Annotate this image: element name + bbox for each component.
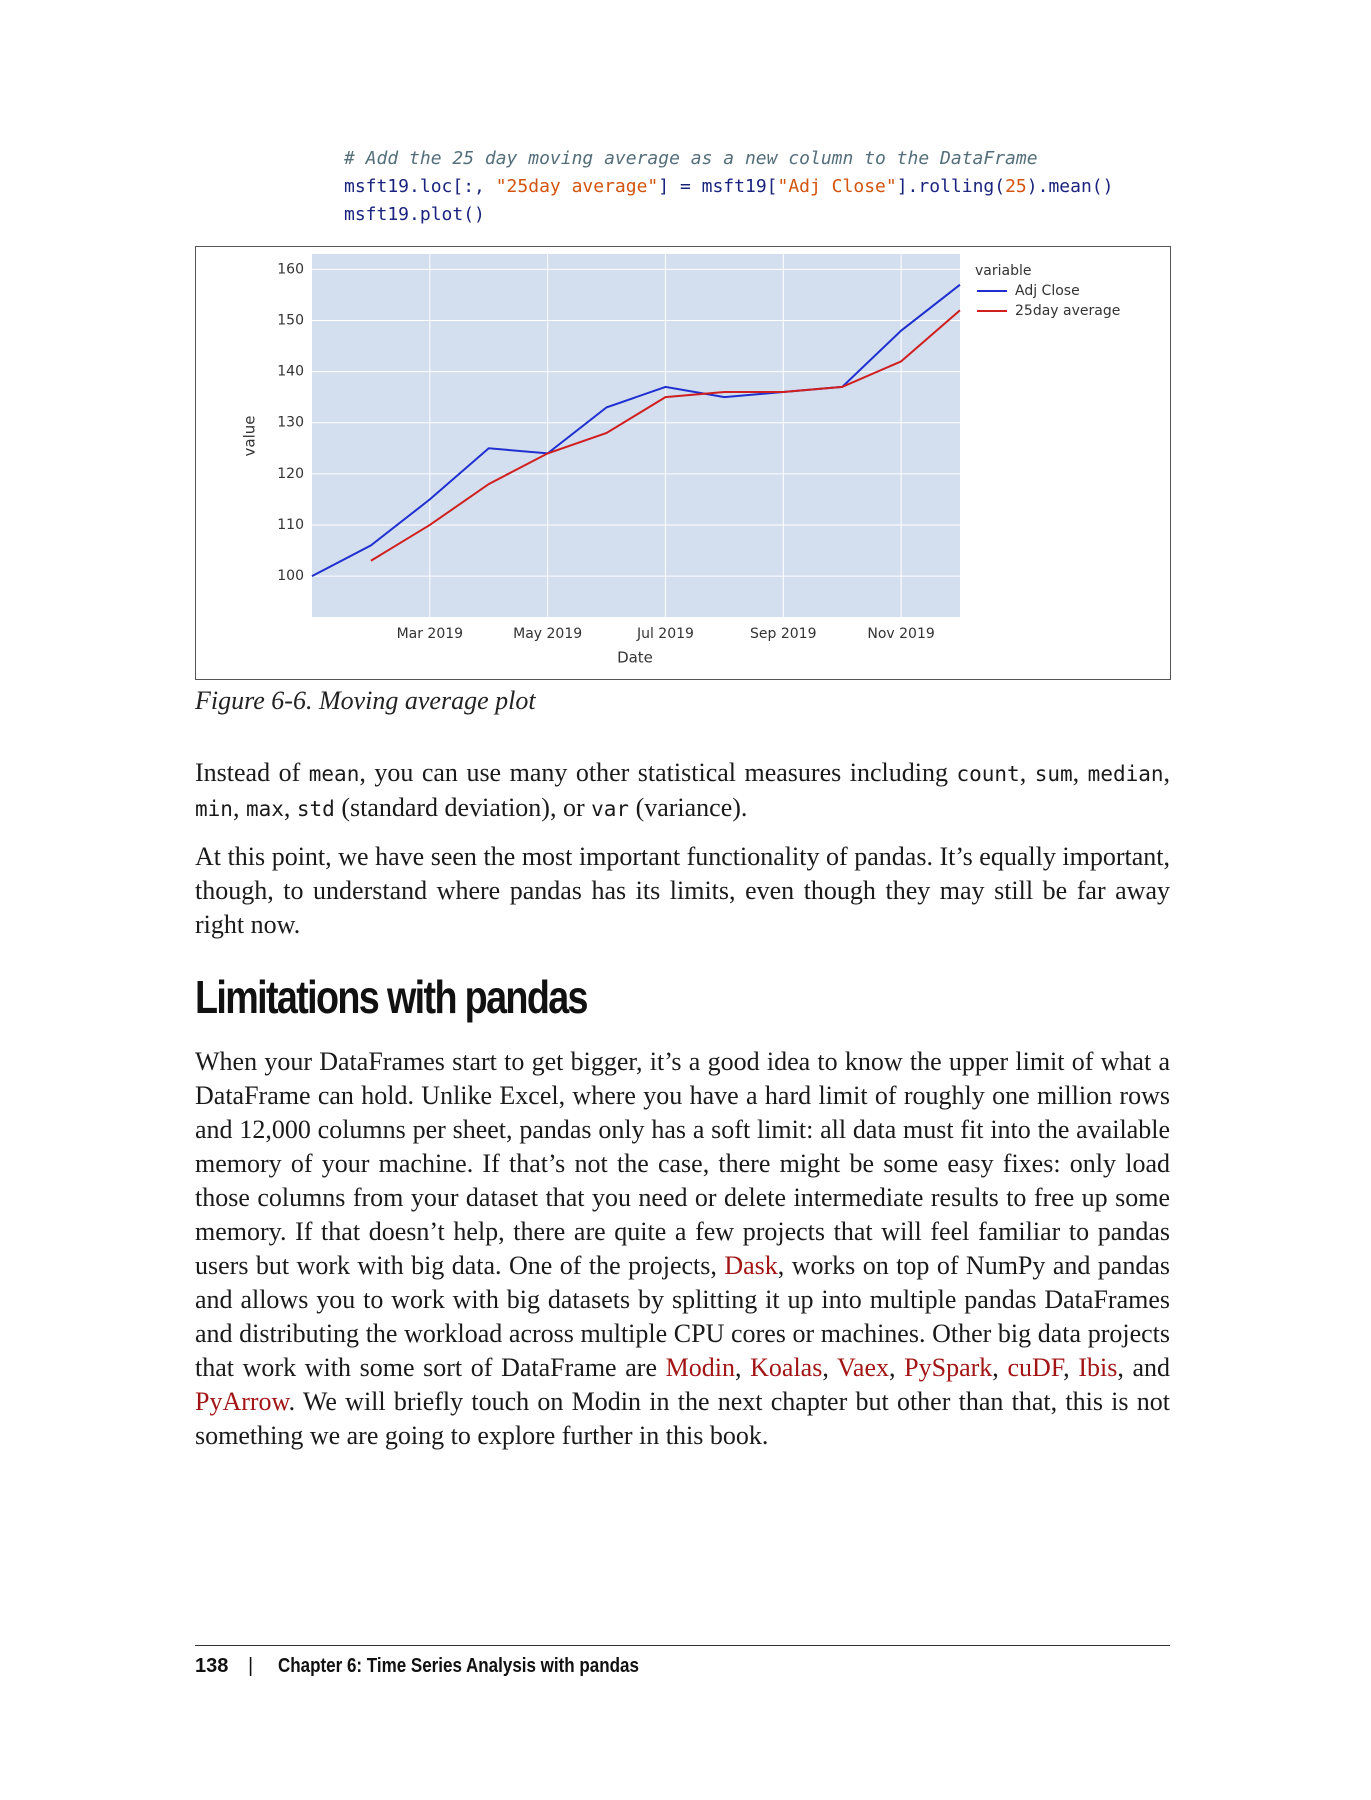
code-string: "25day average"	[495, 176, 659, 197]
y-tick-label: 160	[277, 261, 304, 277]
paragraph: At this point, we have seen the most imp…	[195, 840, 1170, 942]
legend-title: variable	[975, 263, 1031, 279]
series-line	[311, 283, 961, 577]
paragraph: When your DataFrames start to get bigger…	[195, 1045, 1170, 1453]
inline-code: mean	[308, 762, 360, 786]
code-text: msft19.loc[:,	[344, 176, 496, 197]
y-tick-label: 110	[277, 517, 304, 533]
inline-code: max	[245, 797, 284, 821]
y-axis-title: value	[241, 416, 259, 457]
text: ,	[1072, 758, 1088, 787]
link[interactable]: Ibis	[1078, 1353, 1118, 1382]
paragraph: Instead of mean, you can use many other …	[195, 756, 1170, 826]
link[interactable]: Koalas	[750, 1353, 823, 1382]
text: ,	[734, 1353, 751, 1382]
series-line	[370, 309, 961, 562]
section-heading: Limitations with pandas	[195, 971, 589, 1023]
text: . We will briefly touch on Modin in the …	[195, 1387, 1170, 1450]
text: ,	[822, 1353, 838, 1382]
inline-code: median	[1087, 762, 1164, 786]
link[interactable]: PyArrow	[195, 1387, 289, 1416]
text: (variance).	[629, 793, 748, 822]
code-line: msft19.plot()	[344, 204, 485, 225]
y-tick-label: 100	[277, 568, 304, 584]
x-tick-label: Nov 2019	[867, 626, 934, 642]
inline-code: sum	[1034, 762, 1073, 786]
x-axis-title: Date	[617, 649, 653, 667]
footer-rule	[195, 1645, 1170, 1646]
code-text: ).mean()	[1026, 176, 1114, 197]
text: ,	[283, 793, 297, 822]
code-text: ].rolling(	[896, 176, 1006, 197]
y-tick-label: 150	[277, 312, 304, 328]
x-tick-label: Mar 2019	[397, 626, 464, 642]
x-tick-label: May 2019	[513, 626, 582, 642]
legend-label: 25day average	[1015, 303, 1120, 319]
page-number: 138	[195, 1655, 229, 1677]
text: ,	[1163, 758, 1171, 787]
inline-code: std	[296, 797, 335, 821]
x-tick-label: Jul 2019	[636, 626, 694, 642]
text: , you can use many other statistical mea…	[359, 758, 957, 787]
x-tick-label: Sep 2019	[750, 626, 816, 642]
link[interactable]: Modin	[665, 1353, 735, 1382]
text: (standard deviation), or	[334, 793, 592, 822]
link[interactable]: PySpark	[904, 1353, 993, 1382]
text: At this point, we have seen the most imp…	[195, 842, 1170, 939]
code-string: "Adj Close"	[777, 176, 897, 197]
code-comment: # Add the 25 day moving average as a new…	[344, 148, 1038, 169]
text: ,	[889, 1353, 905, 1382]
inline-code: min	[195, 797, 233, 821]
code-text: msft19.plot()	[344, 204, 485, 225]
inline-code: count	[956, 762, 1020, 786]
y-tick-label: 140	[277, 364, 304, 380]
y-tick-label: 130	[277, 415, 304, 431]
text: When your DataFrames start to get bigger…	[195, 1047, 1170, 1280]
code-text: ] = msft19[	[658, 176, 778, 197]
text: ,	[1063, 1353, 1079, 1382]
text: , and	[1117, 1353, 1171, 1382]
link[interactable]: cuDF	[1007, 1353, 1064, 1382]
legend-label: Adj Close	[1015, 283, 1080, 299]
link[interactable]: Vaex	[837, 1353, 890, 1382]
link[interactable]: Dask	[724, 1251, 778, 1280]
text: , works on top of NumPy and pandas and a…	[195, 1251, 1170, 1382]
text: ,	[232, 793, 246, 822]
chapter-title: Chapter 6: Time Series Analysis with pan…	[278, 1655, 639, 1677]
chart: Date value variable 100 110 120 130 140 150 16…	[195, 246, 1171, 680]
text: ,	[992, 1353, 1008, 1382]
inline-code: var	[591, 797, 630, 821]
code-line: # Add the 25 day moving average as a new…	[344, 148, 1038, 169]
text: Instead of	[195, 758, 309, 787]
footer-separator: |	[248, 1655, 254, 1677]
code-line: msft19.loc[:, "25day average"] = msft19[…	[344, 176, 1113, 197]
code-number: 25	[1005, 176, 1027, 197]
plot-area	[312, 254, 960, 617]
y-tick-label: 120	[277, 466, 304, 482]
figure-caption: Figure 6-6. Moving average plot	[195, 686, 536, 715]
text: ,	[1019, 758, 1035, 787]
